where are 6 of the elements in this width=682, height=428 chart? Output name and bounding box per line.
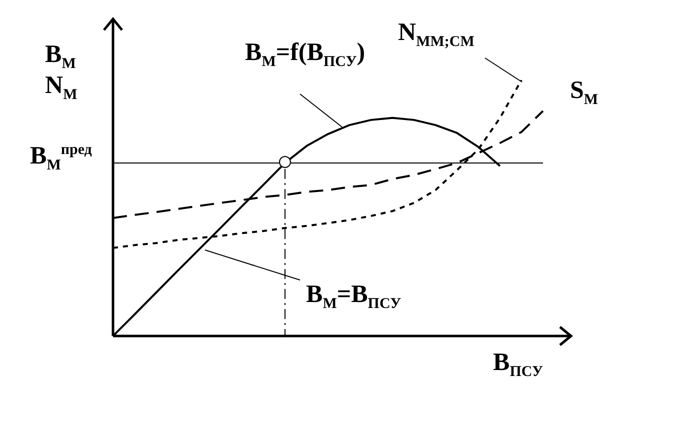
series-label: S$_{М}$ [570, 77, 598, 108]
text: B$_{М}$=B$_{ПСУ}$ [306, 281, 402, 312]
x-axis-title: B$_{ПСУ}$ [493, 349, 543, 380]
text: B$_{М}$=f(B$_{ПСУ}$) [245, 39, 366, 70]
y-axis-title: B$_{М}$ N$_{М}$ [45, 41, 78, 104]
text: N$_{ММ;СМ}$ [398, 19, 474, 50]
